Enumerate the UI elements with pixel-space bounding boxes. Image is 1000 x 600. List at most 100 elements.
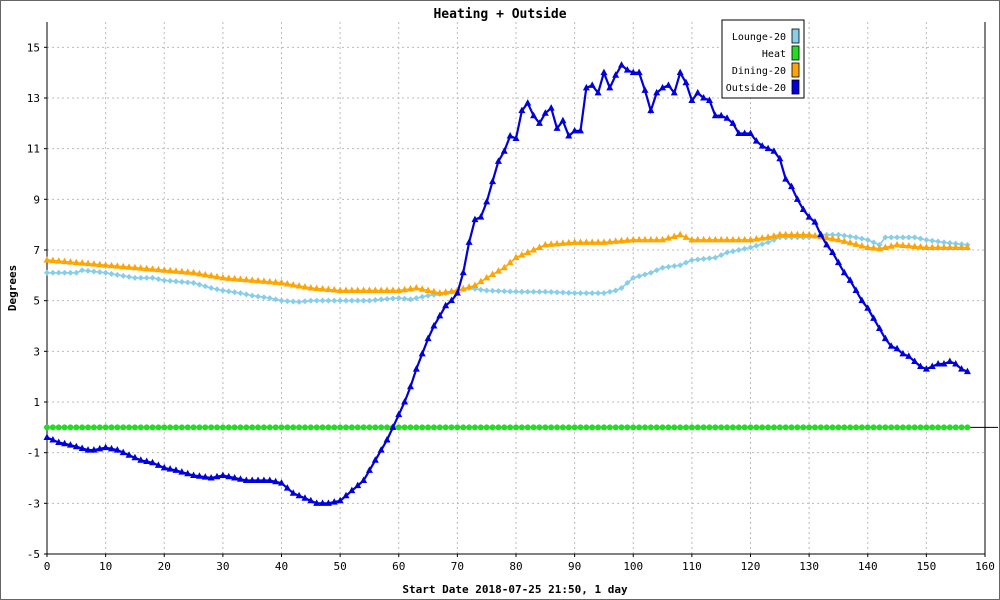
outside-20-point bbox=[301, 494, 309, 501]
heat-point bbox=[647, 424, 654, 431]
outside-20-point bbox=[395, 410, 403, 418]
outside-20-point bbox=[829, 248, 837, 256]
lounge-20-point bbox=[694, 256, 701, 263]
dining-20-point bbox=[500, 263, 508, 271]
outside-20-point bbox=[342, 491, 350, 499]
dining-20-point bbox=[682, 233, 690, 240]
lounge-20-point bbox=[665, 263, 672, 270]
dining-20-point bbox=[330, 286, 338, 293]
lounge-20-point bbox=[167, 277, 174, 284]
outside-20-point bbox=[184, 469, 192, 477]
outside-20-point bbox=[512, 134, 520, 142]
outside-20-point bbox=[541, 109, 549, 116]
lounge-20-point bbox=[899, 234, 906, 241]
heat-point bbox=[671, 424, 678, 431]
dining-20-point bbox=[776, 230, 784, 238]
outside-20-point bbox=[225, 472, 233, 480]
dining-20-point bbox=[72, 258, 80, 266]
legend-box bbox=[721, 19, 805, 99]
heat-point bbox=[55, 424, 62, 431]
outside-20-point bbox=[289, 489, 297, 496]
lounge-20-point bbox=[155, 276, 162, 283]
dining-20-point bbox=[518, 251, 526, 258]
dining-20-point bbox=[700, 235, 708, 243]
x-axis-ticks: 0 10 20 30 40 50 60 70 80 90 100 110 120 130 140 150 160 bbox=[44, 554, 995, 573]
lounge-20-point bbox=[202, 283, 209, 290]
lounge-20-point bbox=[753, 242, 760, 249]
lounge-20-point bbox=[219, 287, 226, 294]
lounge-20-point bbox=[307, 297, 314, 304]
dining-20-point bbox=[799, 230, 807, 238]
heat-point bbox=[172, 424, 179, 431]
heat-point bbox=[518, 424, 525, 431]
heat-point bbox=[688, 424, 695, 431]
dining-20-point bbox=[319, 285, 327, 292]
outside-20-point bbox=[846, 276, 854, 283]
outside-20-point bbox=[319, 499, 327, 506]
outside-20-point bbox=[875, 324, 883, 332]
lounge-20-point bbox=[49, 269, 56, 276]
outside-20-point bbox=[354, 481, 362, 489]
lounge-20-point bbox=[44, 269, 50, 276]
x-tick-label: 20 bbox=[158, 560, 171, 573]
lounge-20-point bbox=[829, 231, 836, 238]
outside-20-point bbox=[928, 362, 936, 370]
outside-20-point bbox=[670, 88, 678, 96]
x-tick-label: 160 bbox=[975, 560, 995, 573]
x-tick-label: 40 bbox=[275, 560, 288, 573]
dining-20-point bbox=[946, 243, 954, 250]
heat-point bbox=[542, 424, 549, 431]
dining-20-point bbox=[395, 286, 403, 294]
lounge-20-point bbox=[765, 239, 772, 246]
lounge-20-point bbox=[600, 290, 607, 297]
heat-point bbox=[301, 424, 308, 431]
dining-20-point bbox=[547, 240, 555, 247]
dining-20-point bbox=[875, 244, 883, 252]
heat-point bbox=[90, 424, 97, 431]
heat-point bbox=[923, 424, 930, 431]
heat-point bbox=[782, 424, 789, 431]
outside-20-point bbox=[477, 213, 485, 220]
dining-20-point bbox=[694, 235, 702, 243]
outside-20-point bbox=[893, 344, 901, 352]
heat-point bbox=[612, 424, 619, 431]
heat-point bbox=[61, 424, 68, 431]
outside-20-point bbox=[465, 238, 473, 245]
heat-point bbox=[313, 424, 320, 431]
dining-20-point bbox=[119, 262, 127, 270]
heat-point bbox=[407, 424, 414, 431]
dining-20-point bbox=[922, 243, 930, 250]
heat-point bbox=[442, 424, 449, 431]
dining-20-point bbox=[618, 236, 626, 244]
lounge-20-point bbox=[319, 297, 326, 304]
dining-20-point bbox=[858, 241, 866, 249]
lounge-20-point bbox=[741, 245, 748, 252]
dining-20-point bbox=[436, 289, 444, 296]
dining-20-point bbox=[934, 243, 942, 250]
lounge-20-point bbox=[483, 287, 490, 294]
outside-20-point bbox=[90, 446, 98, 453]
heat-point bbox=[401, 424, 408, 431]
lounge-20-point bbox=[618, 285, 625, 291]
lounge-20-point bbox=[524, 288, 531, 295]
heat-point bbox=[952, 424, 959, 431]
outside-20-point bbox=[55, 438, 63, 446]
lounge-20-point bbox=[583, 290, 590, 297]
heat-point bbox=[823, 424, 830, 431]
lounge-20-point bbox=[671, 263, 678, 270]
heat-point bbox=[354, 424, 361, 431]
heat-point bbox=[899, 424, 906, 431]
lounge-20-point bbox=[929, 237, 936, 244]
lounge-20-point bbox=[548, 289, 555, 296]
outside-20-point bbox=[629, 68, 637, 76]
lounge-20-point bbox=[126, 273, 133, 280]
outside-20-point bbox=[729, 119, 737, 126]
outside-20-point bbox=[365, 466, 373, 473]
outside-20-point bbox=[811, 218, 819, 225]
dining-20-point bbox=[406, 284, 414, 292]
heat-point bbox=[243, 424, 250, 431]
heat-point bbox=[583, 424, 590, 431]
outside-20-point bbox=[682, 78, 690, 86]
outside-20-point bbox=[377, 446, 385, 453]
dining-20-point bbox=[483, 273, 491, 281]
